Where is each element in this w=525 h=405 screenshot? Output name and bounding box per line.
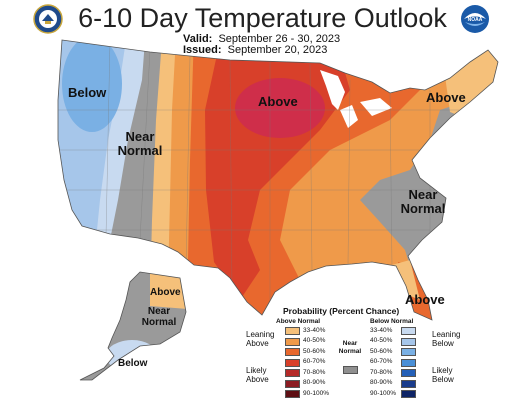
issued-line: Issued: September 20, 2023	[183, 44, 327, 56]
valid-line: Valid: September 26 - 30, 2023	[183, 33, 340, 45]
label-near-west: Near Normal	[115, 130, 165, 158]
legend-leaning-below-2: Below	[432, 339, 454, 348]
legend-below-swatch-3	[401, 358, 416, 367]
label-above-florida: Above	[405, 292, 445, 307]
legend-above-label-0: 33-40%	[303, 326, 326, 334]
legend-above-label-6: 90-100%	[303, 389, 330, 397]
legend-above-label-4: 70-80%	[303, 368, 326, 376]
legend-above-swatch-5	[285, 379, 300, 388]
legend-below-label-1: 40-50%	[370, 337, 393, 344]
legend-leaning-above-1: Leaning	[246, 330, 275, 339]
label-near-southeast-1: Near	[408, 187, 438, 202]
legend-above-label-2: 50-60%	[303, 347, 326, 355]
legend-leaning-below-1: Leaning	[432, 330, 461, 339]
valid-value: September 26 - 30, 2023	[218, 33, 341, 45]
legend-leaning-below: Leaning Below	[432, 330, 460, 348]
legend-leaning-above-2: Above	[246, 339, 269, 348]
legend-likely-below: Likely Below	[432, 366, 454, 384]
legend-near-swatch	[343, 366, 358, 374]
legend-above-swatch-3	[285, 358, 300, 367]
label-above-midwest: Above	[258, 94, 298, 109]
legend-likely-above-1: Likely	[246, 366, 267, 375]
legend-below-swatch-5	[401, 379, 416, 388]
legend-likely-below-2: Below	[432, 375, 454, 384]
legend-below-swatch-1	[401, 337, 416, 346]
legend-below-label-4: 70-80%	[370, 368, 393, 376]
legend-leaning-above: Leaning Above	[246, 330, 274, 348]
legend-near-2: Normal	[338, 348, 362, 355]
legend-below-swatch-4	[401, 369, 416, 377]
label-near-alaska-2: Normal	[141, 317, 177, 328]
legend-below-label-2: 50-60%	[370, 347, 393, 355]
label-below-alaska: Below	[118, 358, 148, 369]
legend-below-heading: Below Normal	[370, 318, 414, 325]
legend-likely-above: Likely Above	[246, 366, 269, 384]
label-near-southeast: Near Normal	[396, 188, 450, 216]
label-above-northeast: Above	[426, 90, 466, 105]
label-near-alaska-1: Near	[147, 306, 171, 317]
legend-below-swatch-6	[401, 390, 416, 398]
label-above-alaska: Above	[150, 287, 181, 298]
noaa-logo-icon: NOAA	[460, 4, 490, 34]
legend-likely-above-2: Above	[246, 375, 269, 384]
label-near-southeast-2: Normal	[400, 201, 446, 216]
legend-above-heading: Above Normal	[276, 318, 321, 325]
legend-above-swatch-6	[285, 390, 300, 398]
legend-above-swatch-2	[285, 348, 300, 356]
seal-icon	[33, 4, 63, 34]
legend-likely-below-1: Likely	[432, 366, 453, 375]
label-below-west: Below	[68, 85, 107, 100]
legend-above-label-5: 80-90%	[303, 379, 326, 386]
legend-above-swatch-4	[285, 369, 300, 377]
legend-below-label-3: 60-70%	[370, 358, 393, 365]
legend-above-swatch-1	[285, 337, 300, 346]
legend-near-label: Near Normal	[336, 340, 364, 356]
label-near-west-2: Normal	[117, 143, 163, 158]
issued-label: Issued:	[183, 44, 222, 56]
label-near-west-1: Near	[125, 129, 155, 144]
page-title: 6-10 Day Temperature Outlook	[78, 3, 447, 33]
issued-value: September 20, 2023	[227, 44, 328, 56]
legend-title: Probability (Percent Chance)	[283, 306, 400, 316]
valid-label: Valid:	[183, 33, 213, 45]
legend-below-label-0: 33-40%	[370, 326, 393, 334]
legend-below-label-5: 80-90%	[370, 379, 393, 386]
legend-below-label-6: 90-100%	[370, 389, 397, 397]
legend-above-label-1: 40-50%	[303, 337, 326, 344]
legend-above-swatch-0	[285, 327, 300, 335]
legend-near-1: Near	[342, 340, 358, 347]
legend-above-label-3: 60-70%	[303, 358, 326, 365]
label-near-alaska: Near Normal	[134, 306, 184, 328]
legend-below-swatch-0	[401, 327, 416, 335]
legend-below-swatch-2	[401, 348, 416, 356]
noaa-logo-text: NOAA	[468, 17, 483, 23]
